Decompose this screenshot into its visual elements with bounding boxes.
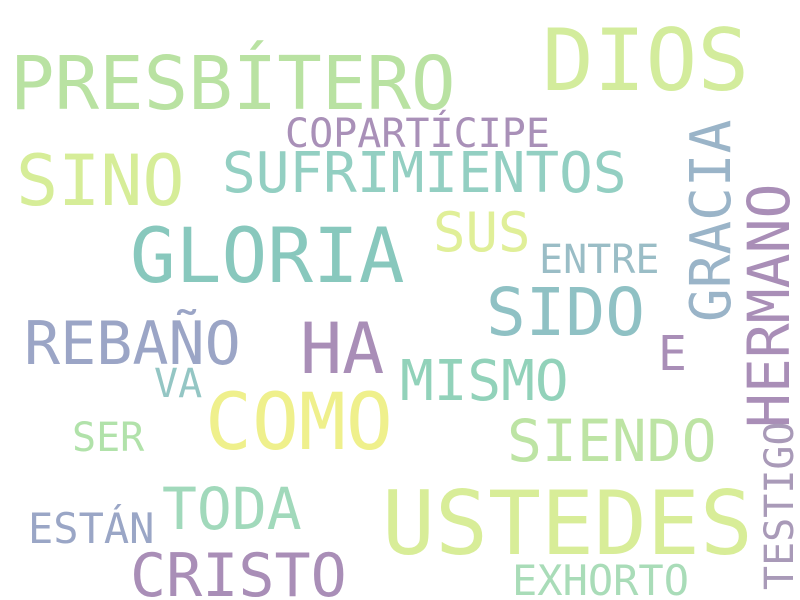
word-e: E [658, 326, 687, 382]
word-como: COMO [205, 378, 393, 468]
word-va: VA [154, 361, 203, 407]
word-gloria: GLORIA [130, 211, 405, 300]
word-toda: TODA [162, 475, 302, 543]
word-ustedes: USTEDES [382, 472, 753, 575]
word-ser: SER [72, 415, 145, 461]
word-presbitero: PRESBÍTERO [10, 41, 456, 127]
word-sufrimientos: SUFRIMIENTOS [222, 141, 627, 206]
word-ha: HA [300, 308, 385, 390]
word-testigo: TESTIGO [757, 421, 800, 590]
word-exhorto: EXHORTO [512, 556, 690, 600]
word-sino: SINO [16, 140, 185, 222]
word-mismo: MISMO [400, 349, 569, 414]
word-coparticipe: COPARTÍCIPE [285, 111, 550, 157]
word-dios: DIOS [542, 11, 750, 111]
word-sus: SUS [433, 201, 531, 264]
word-entre: ENTRE [539, 237, 660, 283]
word-rebano: REBAÑO [24, 309, 241, 379]
word-estan: ESTÁN [28, 504, 155, 553]
word-hermano: HERMANO [735, 183, 800, 428]
word-gracia: GRACIA [679, 119, 744, 322]
word-sido: SIDO [486, 274, 645, 351]
word-siendo: SIENDO [507, 407, 717, 475]
word-cristo: CRISTO [130, 541, 347, 600]
